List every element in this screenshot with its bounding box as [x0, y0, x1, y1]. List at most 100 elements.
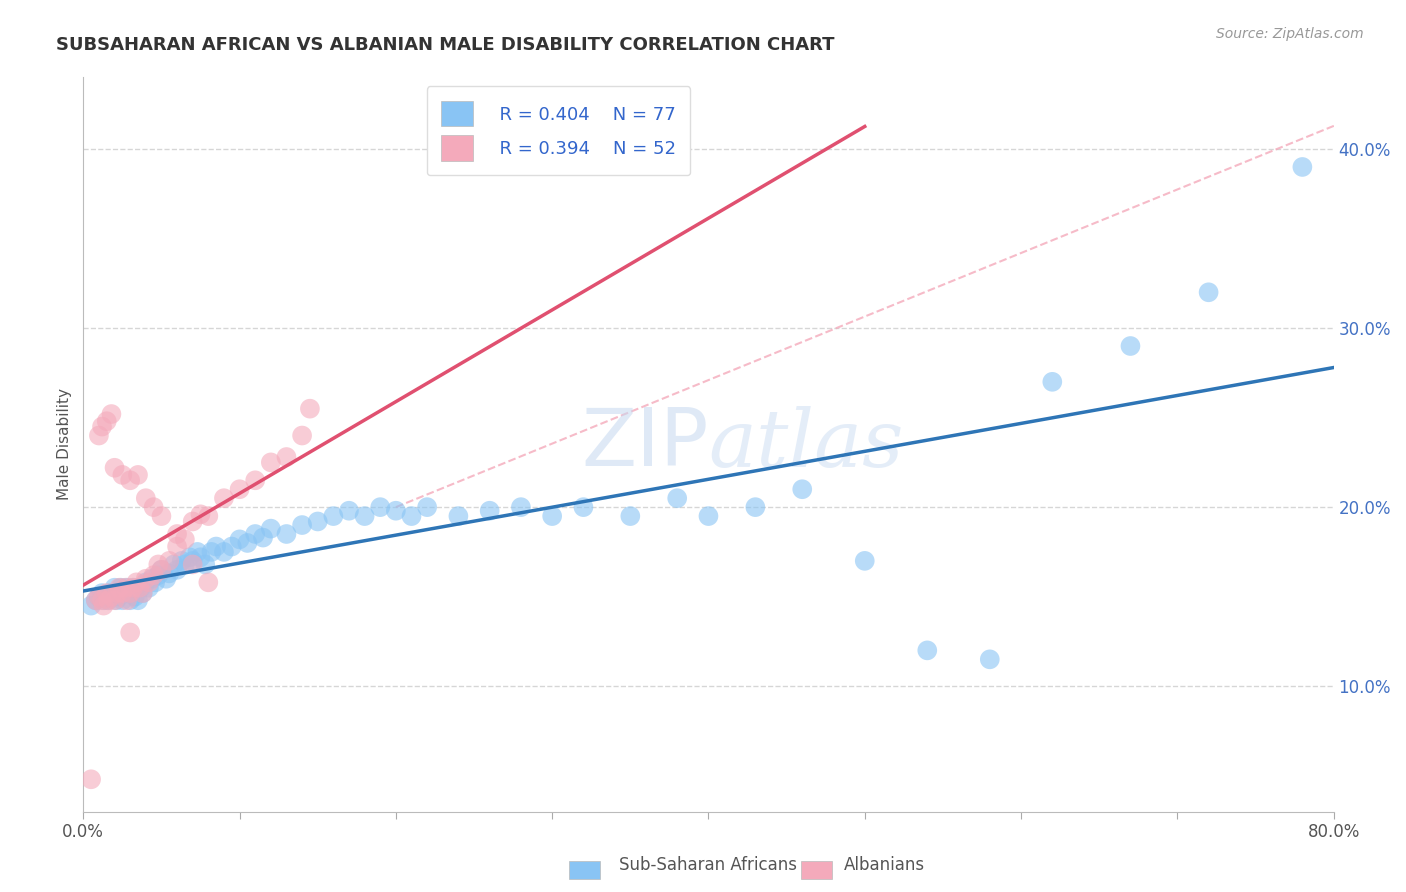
Point [135, 491, 157, 506]
Point [110, 581, 132, 595]
Point [1119, 339, 1142, 353]
Point [127, 467, 149, 482]
Point [173, 558, 195, 572]
Point [1198, 285, 1220, 300]
Legend:   R = 0.404    N = 77,   R = 0.394    N = 52: R = 0.404 N = 77, R = 0.394 N = 52 [426, 87, 690, 176]
Point [298, 401, 321, 416]
Point [96, 586, 118, 600]
Point [98, 586, 121, 600]
Point [112, 586, 135, 600]
Point [166, 540, 188, 554]
Point [416, 500, 439, 515]
Point [353, 509, 375, 524]
Point [100, 590, 122, 604]
Point [181, 558, 204, 572]
Point [157, 566, 180, 581]
Point [127, 593, 149, 607]
Text: Source: ZipAtlas.com: Source: ZipAtlas.com [1216, 27, 1364, 41]
Point [744, 500, 766, 515]
Point [128, 581, 150, 595]
Point [200, 545, 222, 559]
Point [143, 575, 166, 590]
Point [142, 500, 165, 515]
Point [120, 625, 142, 640]
Point [307, 515, 329, 529]
Point [150, 563, 173, 577]
Point [166, 527, 188, 541]
Point [619, 509, 641, 524]
Point [131, 586, 153, 600]
Text: Sub-Saharan Africans: Sub-Saharan Africans [619, 855, 797, 873]
Point [107, 586, 129, 600]
Point [97, 593, 120, 607]
Point [84, 593, 107, 607]
Point [260, 522, 283, 536]
Point [129, 581, 152, 595]
Point [197, 509, 219, 524]
Point [120, 473, 142, 487]
Point [103, 460, 125, 475]
Point [385, 504, 408, 518]
Point [87, 590, 110, 604]
Point [221, 540, 243, 554]
Point [197, 575, 219, 590]
Point [150, 509, 173, 524]
Point [80, 772, 103, 787]
Point [236, 536, 259, 550]
Point [276, 527, 298, 541]
Point [1291, 160, 1313, 174]
Point [173, 533, 195, 547]
Point [107, 586, 129, 600]
Text: atlas: atlas [709, 406, 904, 483]
Point [103, 593, 125, 607]
Point [111, 593, 134, 607]
Text: Albanians: Albanians [844, 855, 925, 873]
Text: SUBSAHARAN AFRICAN VS ALBANIAN MALE DISABILITY CORRELATION CHART: SUBSAHARAN AFRICAN VS ALBANIAN MALE DISA… [56, 36, 835, 54]
Point [260, 455, 283, 469]
Point [166, 563, 188, 577]
Point [245, 473, 267, 487]
Point [163, 558, 186, 572]
Point [190, 550, 212, 565]
Point [792, 482, 814, 496]
Point [245, 527, 267, 541]
Point [401, 509, 423, 524]
Point [103, 581, 125, 595]
Point [148, 558, 170, 572]
Point [979, 652, 1001, 666]
Point [124, 590, 146, 604]
Point [541, 509, 564, 524]
Point [91, 586, 114, 600]
Point [100, 407, 122, 421]
Point [142, 568, 165, 582]
Point [97, 593, 120, 607]
Point [212, 545, 235, 559]
Point [135, 575, 157, 590]
Text: ZIP: ZIP [581, 406, 709, 483]
Point [509, 500, 531, 515]
Point [181, 515, 204, 529]
Point [80, 599, 103, 613]
Point [212, 491, 235, 506]
Point [157, 554, 180, 568]
Point [122, 581, 145, 595]
Point [148, 568, 170, 582]
Y-axis label: Male Disability: Male Disability [58, 389, 72, 500]
Point [108, 581, 131, 595]
Point [666, 491, 689, 506]
Point [917, 643, 939, 657]
Point [111, 467, 134, 482]
Point [186, 545, 208, 559]
Point [337, 504, 360, 518]
Point [115, 593, 138, 607]
Point [91, 419, 114, 434]
Point [697, 509, 720, 524]
Point [179, 550, 201, 565]
Point [1040, 375, 1063, 389]
Point [100, 590, 122, 604]
Point [93, 593, 115, 607]
Point [141, 572, 163, 586]
Point [84, 593, 107, 607]
Point [181, 554, 204, 568]
Point [368, 500, 391, 515]
